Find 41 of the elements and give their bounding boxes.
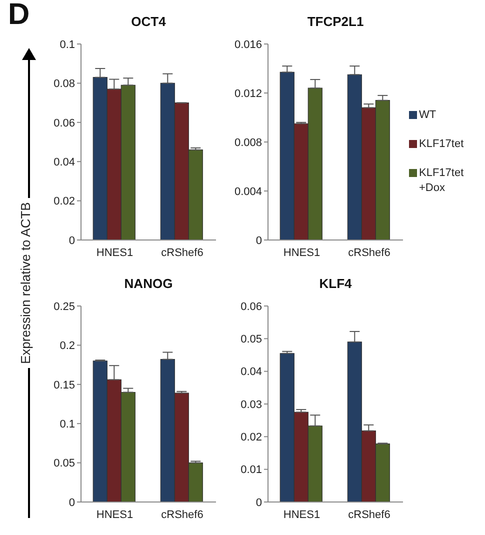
chart-title: NANOG: [123, 276, 174, 291]
y-tick-label: 0.1: [60, 418, 75, 431]
y-tick-label: 0.08: [54, 78, 75, 90]
legend-label: WT: [419, 108, 436, 123]
y-tick-label: 0.2: [60, 340, 75, 352]
y-tick-label: 0.04: [240, 366, 262, 378]
x-tick-label: cRShef6: [348, 246, 390, 259]
y-axis-title: Expression relative to ACTB: [18, 198, 33, 368]
y-tick-label: 0.02: [240, 432, 262, 444]
chart-title: TFCP2L1: [306, 14, 365, 29]
y-tick-label: 0.05: [240, 334, 262, 346]
x-tick-label: cRShef6: [161, 508, 204, 521]
y-tick-label: 0.008: [234, 136, 262, 149]
y-tick-label: 0.016: [234, 38, 262, 51]
y-tick-label: 0.01: [240, 464, 262, 476]
y-tick-label: 0.012: [234, 88, 262, 100]
y-tick-label: 0.04: [54, 156, 75, 169]
y-tick-label: 0.25: [54, 300, 75, 313]
y-tick-label: 0: [68, 496, 75, 509]
x-tick-label: cRShef6: [161, 246, 204, 259]
x-tick-label: cRShef6: [348, 508, 390, 521]
legend-label: KLF17tet: [419, 137, 464, 152]
chart-title: KLF4: [318, 276, 353, 291]
y-tick-label: 0.03: [240, 398, 262, 411]
x-tick-label: HNES1: [96, 246, 134, 259]
x-tick-label: HNES1: [283, 246, 320, 259]
y-tick-label: 0.1: [60, 38, 75, 51]
y-tick-label: 0: [256, 234, 262, 247]
y-tick-label: 0: [256, 496, 262, 509]
y-tick-label: 0: [68, 234, 75, 247]
y-tick-label: 0.004: [234, 186, 262, 198]
y-tick-label: 0.06: [54, 117, 75, 130]
y-tick-label: 0.06: [240, 300, 262, 313]
text: D: [8, 0, 30, 32]
y-tick-label: 0.15: [54, 379, 75, 392]
x-tick-label: HNES1: [96, 508, 134, 521]
y-tick-label: 0.05: [54, 458, 75, 470]
x-tick-label: HNES1: [283, 508, 320, 521]
legend-label: KLF17tet +Dox: [419, 166, 465, 196]
chart-title: OCT4: [130, 14, 167, 29]
y-tick-label: 0.02: [54, 196, 75, 208]
